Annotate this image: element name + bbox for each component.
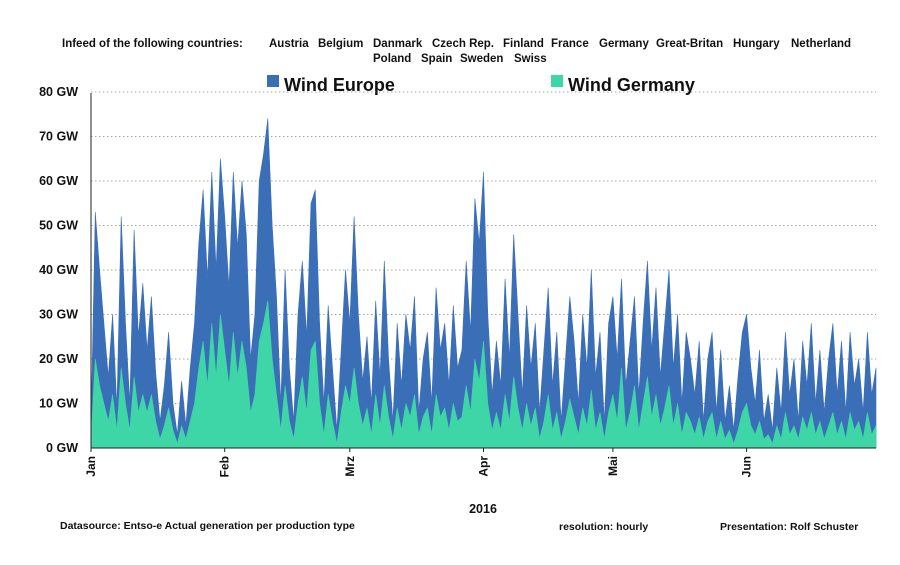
country-label: Austria [269,38,309,50]
country-label: Poland [373,53,411,65]
resolution-text: resolution: hourly [559,521,648,533]
x-axis-label: 2016 [469,502,497,516]
legend-label: Wind Europe [284,75,395,95]
presentation-text: Presentation: Rolf Schuster [720,521,858,533]
countries-row2: Poland Spain Sweden Swiss [373,53,547,65]
chart-areas [90,118,877,449]
legend-label: Wind Germany [568,75,695,95]
x-tick-label: Feb [218,456,232,477]
series-area-wind-germany [90,300,877,449]
legend-swatch [267,75,279,87]
country-label: Czech Rep. [432,38,494,50]
x-tick-label: Mai [606,456,620,476]
y-tick-label: 10 GW [39,397,78,411]
y-tick-label: 0 GW [46,441,78,455]
y-axis-ticks: 0 GW 10 GW 20 GW 30 GW 40 GW 50 GW 60 GW 70 GW 8… [39,85,78,455]
y-tick-label: 50 GW [39,219,78,233]
country-label: Great-Britan [656,38,723,50]
x-tick-label: Apr [477,456,491,477]
country-label: Germany [599,38,649,50]
series-area-wind-europe [90,118,877,449]
y-tick-label: 60 GW [39,174,78,188]
country-label: Danmark [373,38,423,50]
country-label: Hungary [733,38,780,50]
country-label: Spain [421,53,452,65]
x-axis-ticks: Jan Feb Mrz Apr Mai Jun [84,448,754,477]
country-label: Sweden [460,53,503,65]
y-tick-label: 70 GW [39,130,78,144]
country-label: Belgium [318,38,363,50]
legend-swatch [551,75,563,87]
y-tick-label: 40 GW [39,263,78,277]
country-label: Netherland [791,38,851,50]
x-tick-label: Mrz [343,456,357,477]
datasource-text: Datasource: Entso-e Actual generation pe… [60,520,355,532]
y-tick-label: 20 GW [39,352,78,366]
chart-legend: Wind Europe Wind Germany [267,75,695,95]
country-label: France [551,38,589,50]
x-tick-label: Jun [740,456,754,477]
countries-row1: Austria Belgium Danmark Czech Rep. Finland Fr… [269,38,851,50]
country-label: Finland [503,38,544,50]
x-tick-label: Jan [84,456,98,477]
y-tick-label: 30 GW [39,308,78,322]
country-label: Swiss [514,53,547,65]
y-tick-label: 80 GW [39,85,78,99]
infeed-label: Infeed of the following countries: [62,38,243,50]
